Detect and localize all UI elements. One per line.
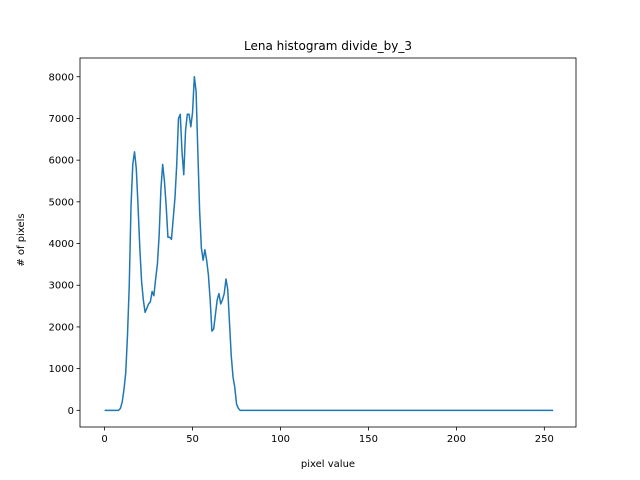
x-tick-label: 100 bbox=[271, 434, 290, 445]
y-tick-label: 5000 bbox=[49, 197, 74, 208]
y-tick-label: 3000 bbox=[49, 281, 74, 292]
series-line bbox=[104, 76, 554, 412]
y-tick-label: 8000 bbox=[49, 72, 74, 83]
x-tick-label: 250 bbox=[535, 434, 554, 445]
y-tick-label: 7000 bbox=[49, 114, 74, 125]
y-axis-label: # of pixels bbox=[16, 213, 27, 266]
y-tick-label: 4000 bbox=[49, 239, 74, 250]
y-tick-label: 0 bbox=[68, 406, 74, 417]
plot-frame bbox=[79, 57, 577, 428]
chart-title: Lena histogram divide_by_3 bbox=[244, 39, 412, 53]
y-tick-label: 2000 bbox=[49, 322, 74, 333]
x-tick-label: 0 bbox=[101, 434, 107, 445]
y-tick-label: 1000 bbox=[49, 364, 74, 375]
x-tick-label: 200 bbox=[447, 434, 466, 445]
x-tick-label: 150 bbox=[359, 434, 378, 445]
x-axis-label: pixel value bbox=[301, 459, 355, 470]
x-tick-label: 50 bbox=[186, 434, 199, 445]
y-tick-label: 6000 bbox=[49, 156, 74, 167]
